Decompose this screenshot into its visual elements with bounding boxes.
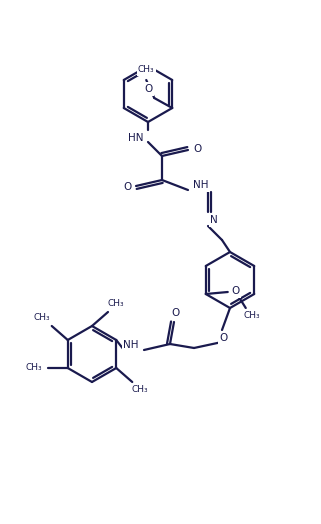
Text: HN: HN: [128, 133, 144, 143]
Text: NH: NH: [123, 340, 139, 350]
Text: CH₃: CH₃: [108, 300, 124, 309]
Text: NH: NH: [193, 180, 209, 190]
Text: CH₃: CH₃: [138, 66, 154, 74]
Text: CH₃: CH₃: [132, 386, 149, 395]
Text: CH₃: CH₃: [33, 313, 50, 322]
Text: O: O: [193, 144, 201, 154]
Text: O: O: [144, 84, 152, 94]
Text: O: O: [172, 308, 180, 318]
Text: N: N: [210, 215, 218, 225]
Text: O: O: [220, 333, 228, 343]
Text: O: O: [232, 286, 240, 296]
Text: CH₃: CH₃: [243, 311, 260, 320]
Text: O: O: [123, 182, 131, 192]
Text: CH₃: CH₃: [25, 364, 42, 373]
